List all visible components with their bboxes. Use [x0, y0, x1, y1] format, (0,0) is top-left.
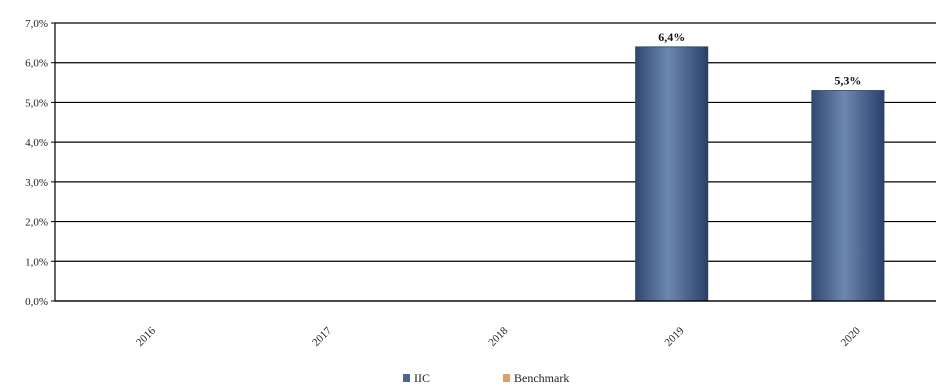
y-tick-label: 3,0%	[25, 177, 48, 189]
y-tick-label: 4,0%	[25, 137, 48, 149]
bar-iic-2020	[811, 90, 885, 302]
bar-iic-2019	[635, 46, 709, 302]
y-tick-label: 7,0%	[25, 18, 48, 30]
y-tick-label: 1,0%	[25, 256, 48, 268]
x-tick-label-2019: 2019	[663, 325, 687, 349]
legend-label-iic: IIC	[414, 371, 430, 385]
y-tick-label: 6,0%	[25, 58, 48, 70]
x-tick-label-2020: 2020	[839, 325, 863, 349]
legend-swatch-iic	[403, 374, 410, 382]
bars	[635, 46, 885, 302]
legend-swatch-benchmark	[503, 374, 510, 382]
legend-label-benchmark: Benchmark	[514, 371, 569, 385]
y-tick-label: 0,0%	[25, 296, 48, 308]
x-tick-label-2017: 2017	[310, 325, 334, 349]
y-axis-ticks: 0,0% 1,0% 2,0% 3,0% 4,0% 5,0% 6,0% 7,0%	[25, 18, 55, 308]
y-tick-label: 5,0%	[25, 97, 48, 109]
legend: IIC Benchmark	[403, 371, 569, 385]
data-label-2019: 6,4%	[658, 30, 685, 44]
axes	[54, 23, 936, 302]
x-tick-label-2018: 2018	[486, 325, 510, 349]
x-tick-label-2016: 2016	[134, 325, 158, 349]
data-labels: 6,4% 5,3%	[658, 30, 861, 88]
x-axis-ticks: 2016 2017 2018 2019 2020	[134, 325, 863, 349]
y-tick-label: 2,0%	[25, 217, 48, 229]
gridlines	[55, 22, 936, 302]
data-label-2020: 5,3%	[834, 74, 861, 88]
